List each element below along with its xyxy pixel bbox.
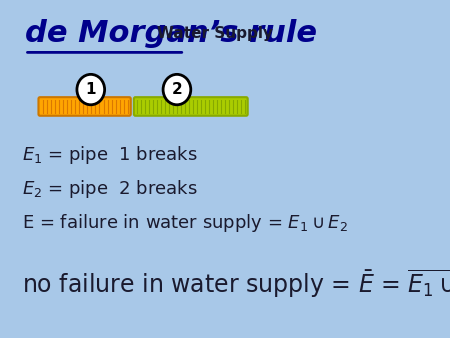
Circle shape bbox=[77, 74, 104, 105]
Text: 1: 1 bbox=[86, 82, 96, 97]
Text: no failure in water supply = $\bar{E}$ = $\overline{E_1\cup E_2}$: no failure in water supply = $\bar{E}$ =… bbox=[22, 267, 450, 300]
Text: Water Supply: Water Supply bbox=[158, 26, 274, 41]
Text: $E_1$ = pipe  1 breaks: $E_1$ = pipe 1 breaks bbox=[22, 144, 197, 167]
Circle shape bbox=[163, 74, 191, 105]
Text: 2: 2 bbox=[171, 82, 182, 97]
Text: E = failure in water supply = $E_1\cup E_2$: E = failure in water supply = $E_1\cup E… bbox=[22, 212, 347, 234]
Text: de Morgan’s rule: de Morgan’s rule bbox=[25, 19, 317, 48]
FancyBboxPatch shape bbox=[134, 97, 248, 116]
Text: $E_2$ = pipe  2 breaks: $E_2$ = pipe 2 breaks bbox=[22, 178, 197, 200]
FancyBboxPatch shape bbox=[38, 97, 131, 116]
